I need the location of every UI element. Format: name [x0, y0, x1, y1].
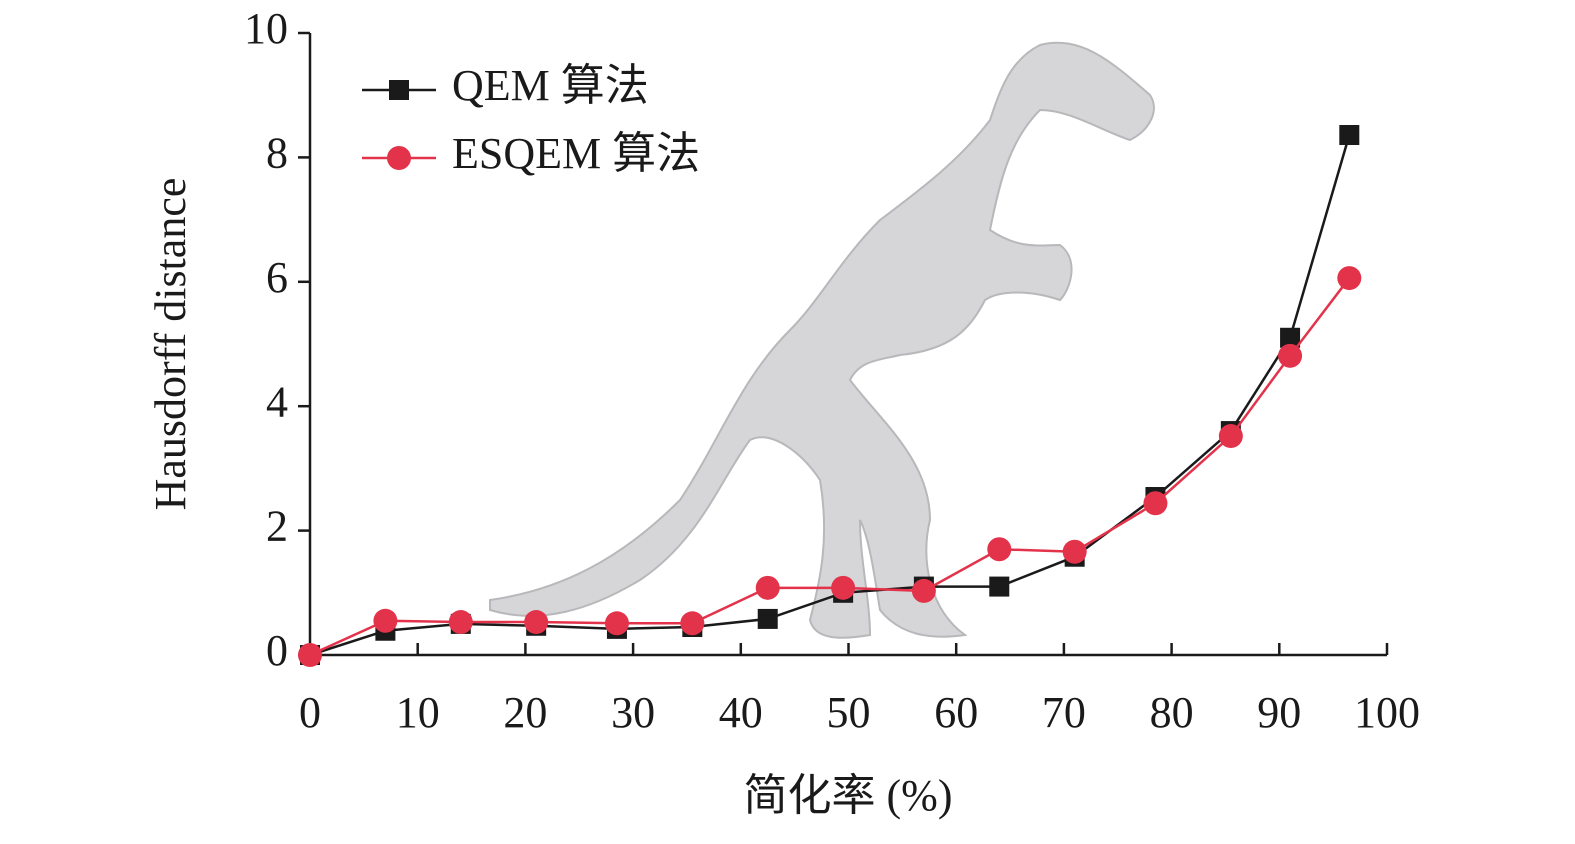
legend-marker — [389, 80, 409, 100]
x-tick-label: 40 — [719, 688, 763, 737]
inset-illustration — [489, 41, 1155, 639]
marker — [755, 575, 780, 600]
x-tick-label: 70 — [1042, 688, 1086, 737]
marker — [1278, 343, 1303, 368]
marker — [604, 611, 629, 636]
x-tick-label: 90 — [1257, 688, 1301, 737]
marker — [680, 611, 705, 636]
marker — [831, 575, 856, 600]
marker — [1143, 491, 1168, 516]
x-axis-label: 简化率 (%) — [744, 771, 953, 820]
marker — [1337, 266, 1362, 291]
x-tick-label: 80 — [1150, 688, 1194, 737]
legend-label: QEM 算法 — [452, 61, 649, 110]
y-tick-label: 4 — [266, 377, 288, 426]
y-tick-label: 0 — [266, 626, 288, 675]
y-tick-label: 2 — [266, 502, 288, 551]
marker — [1280, 327, 1301, 348]
x-tick-label: 0 — [299, 688, 321, 737]
legend-marker — [387, 146, 411, 170]
marker — [1339, 125, 1360, 146]
marker — [298, 643, 322, 667]
x-tick-label: 30 — [611, 688, 655, 737]
x-tick-label: 10 — [396, 688, 440, 737]
x-tick-label: 50 — [827, 688, 871, 737]
marker — [373, 608, 398, 633]
marker — [1062, 539, 1087, 564]
marker — [987, 537, 1012, 562]
marker — [524, 610, 549, 635]
marker — [448, 610, 473, 635]
marker — [989, 576, 1010, 597]
legend-label: ESQEM 算法 — [452, 129, 700, 178]
marker — [1218, 424, 1243, 449]
y-tick-label: 6 — [266, 253, 288, 302]
x-tick-label: 20 — [503, 688, 547, 737]
y-tick-label: 10 — [244, 4, 288, 53]
marker — [757, 608, 778, 629]
marker — [911, 578, 936, 603]
x-tick-label: 60 — [934, 688, 978, 737]
x-tick-label: 100 — [1354, 688, 1420, 737]
y-tick-label: 8 — [266, 128, 288, 177]
y-axis-label: Hausdorff distance — [146, 178, 195, 511]
